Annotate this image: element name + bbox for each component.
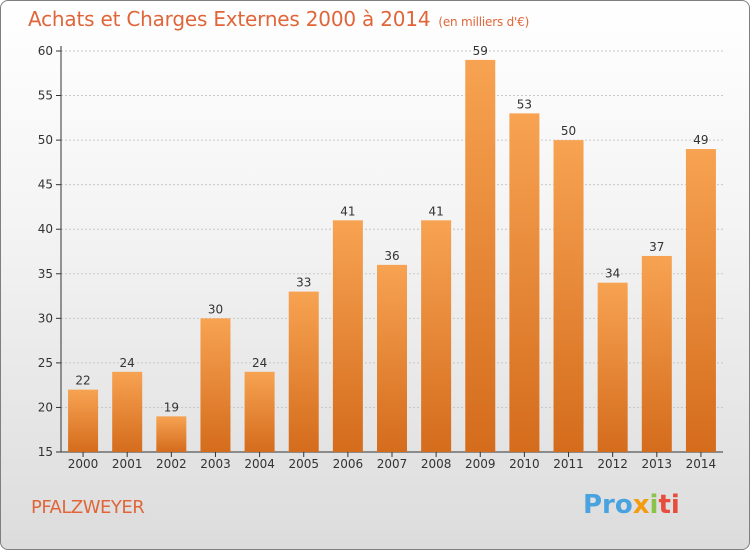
x-tick-label: 2013 — [642, 457, 673, 471]
x-tick-label: 2011 — [553, 457, 584, 471]
data-label: 53 — [517, 97, 532, 111]
x-tick-label: 2010 — [509, 457, 540, 471]
bar — [156, 416, 187, 452]
x-tick-label: 2007 — [377, 457, 408, 471]
x-tick-label: 2000 — [68, 457, 99, 471]
place-name: PFALZWEYER — [31, 497, 145, 518]
x-tick-label: 2004 — [244, 457, 275, 471]
data-label: 24 — [252, 356, 267, 370]
data-label: 22 — [75, 374, 90, 388]
logo-part-4: ti — [658, 490, 680, 520]
x-tick-label: 2003 — [200, 457, 231, 471]
data-label: 59 — [473, 44, 488, 58]
y-tick-label: 60 — [38, 44, 53, 58]
y-tick-label: 35 — [38, 267, 53, 281]
y-tick-label: 40 — [38, 222, 53, 236]
data-label: 19 — [164, 400, 179, 414]
y-tick-label: 50 — [38, 133, 53, 147]
data-label: 41 — [428, 204, 443, 218]
bar — [200, 318, 231, 452]
logo-part-2: x — [632, 490, 650, 520]
bar — [112, 371, 143, 452]
bar — [509, 113, 540, 452]
bar — [553, 140, 584, 452]
logo-part-3: i — [649, 490, 659, 520]
title-unit: (en milliers d'€) — [438, 15, 530, 29]
data-label: 24 — [120, 356, 135, 370]
y-tick-label: 55 — [38, 89, 53, 103]
data-label: 41 — [340, 204, 355, 218]
y-tick-label: 45 — [38, 178, 53, 192]
x-tick-label: 2005 — [288, 457, 319, 471]
x-tick-label: 2001 — [112, 457, 143, 471]
y-tick-label: 20 — [38, 400, 53, 414]
data-label: 49 — [693, 133, 708, 147]
y-tick-label: 30 — [38, 311, 53, 325]
title-text: Achats et Charges Externes 2000 à 2014 — [28, 7, 431, 31]
data-label: 33 — [296, 276, 311, 290]
x-tick-label: 2009 — [465, 457, 496, 471]
x-tick-label: 2014 — [686, 457, 717, 471]
x-tick-label: 2006 — [333, 457, 364, 471]
axes: 15 20 25 30 35 40 45 50 55 60 2000 2001 2002 2003 2004… — [38, 44, 723, 471]
bar — [641, 255, 672, 452]
y-tick-label: 15 — [38, 445, 53, 459]
data-label: 34 — [605, 267, 620, 281]
logo-part-1: Pro — [583, 490, 633, 520]
bar — [288, 291, 319, 452]
bar — [685, 149, 716, 452]
bar — [597, 282, 628, 452]
x-tick-label: 2002 — [156, 457, 187, 471]
proxiti-logo[interactable]: Proxiti — [583, 490, 680, 520]
chart-title: Achats et Charges Externes 2000 à 2014 (e… — [28, 7, 529, 31]
y-tick-label: 25 — [38, 356, 53, 370]
x-tick-label: 2008 — [421, 457, 452, 471]
bar — [68, 389, 99, 452]
data-label: 30 — [208, 302, 223, 316]
x-tick-label: 2012 — [597, 457, 628, 471]
data-label: 37 — [649, 240, 664, 254]
data-labels: 22 24 19 30 24 33 41 36 41 59 53 50 34 37 49 — [75, 44, 708, 414]
bar — [244, 371, 275, 452]
bars — [68, 59, 716, 453]
bar — [377, 264, 407, 452]
bar — [332, 220, 363, 452]
bar — [421, 220, 452, 452]
bar — [465, 59, 496, 453]
data-label: 36 — [384, 249, 399, 263]
data-label: 50 — [561, 124, 576, 138]
